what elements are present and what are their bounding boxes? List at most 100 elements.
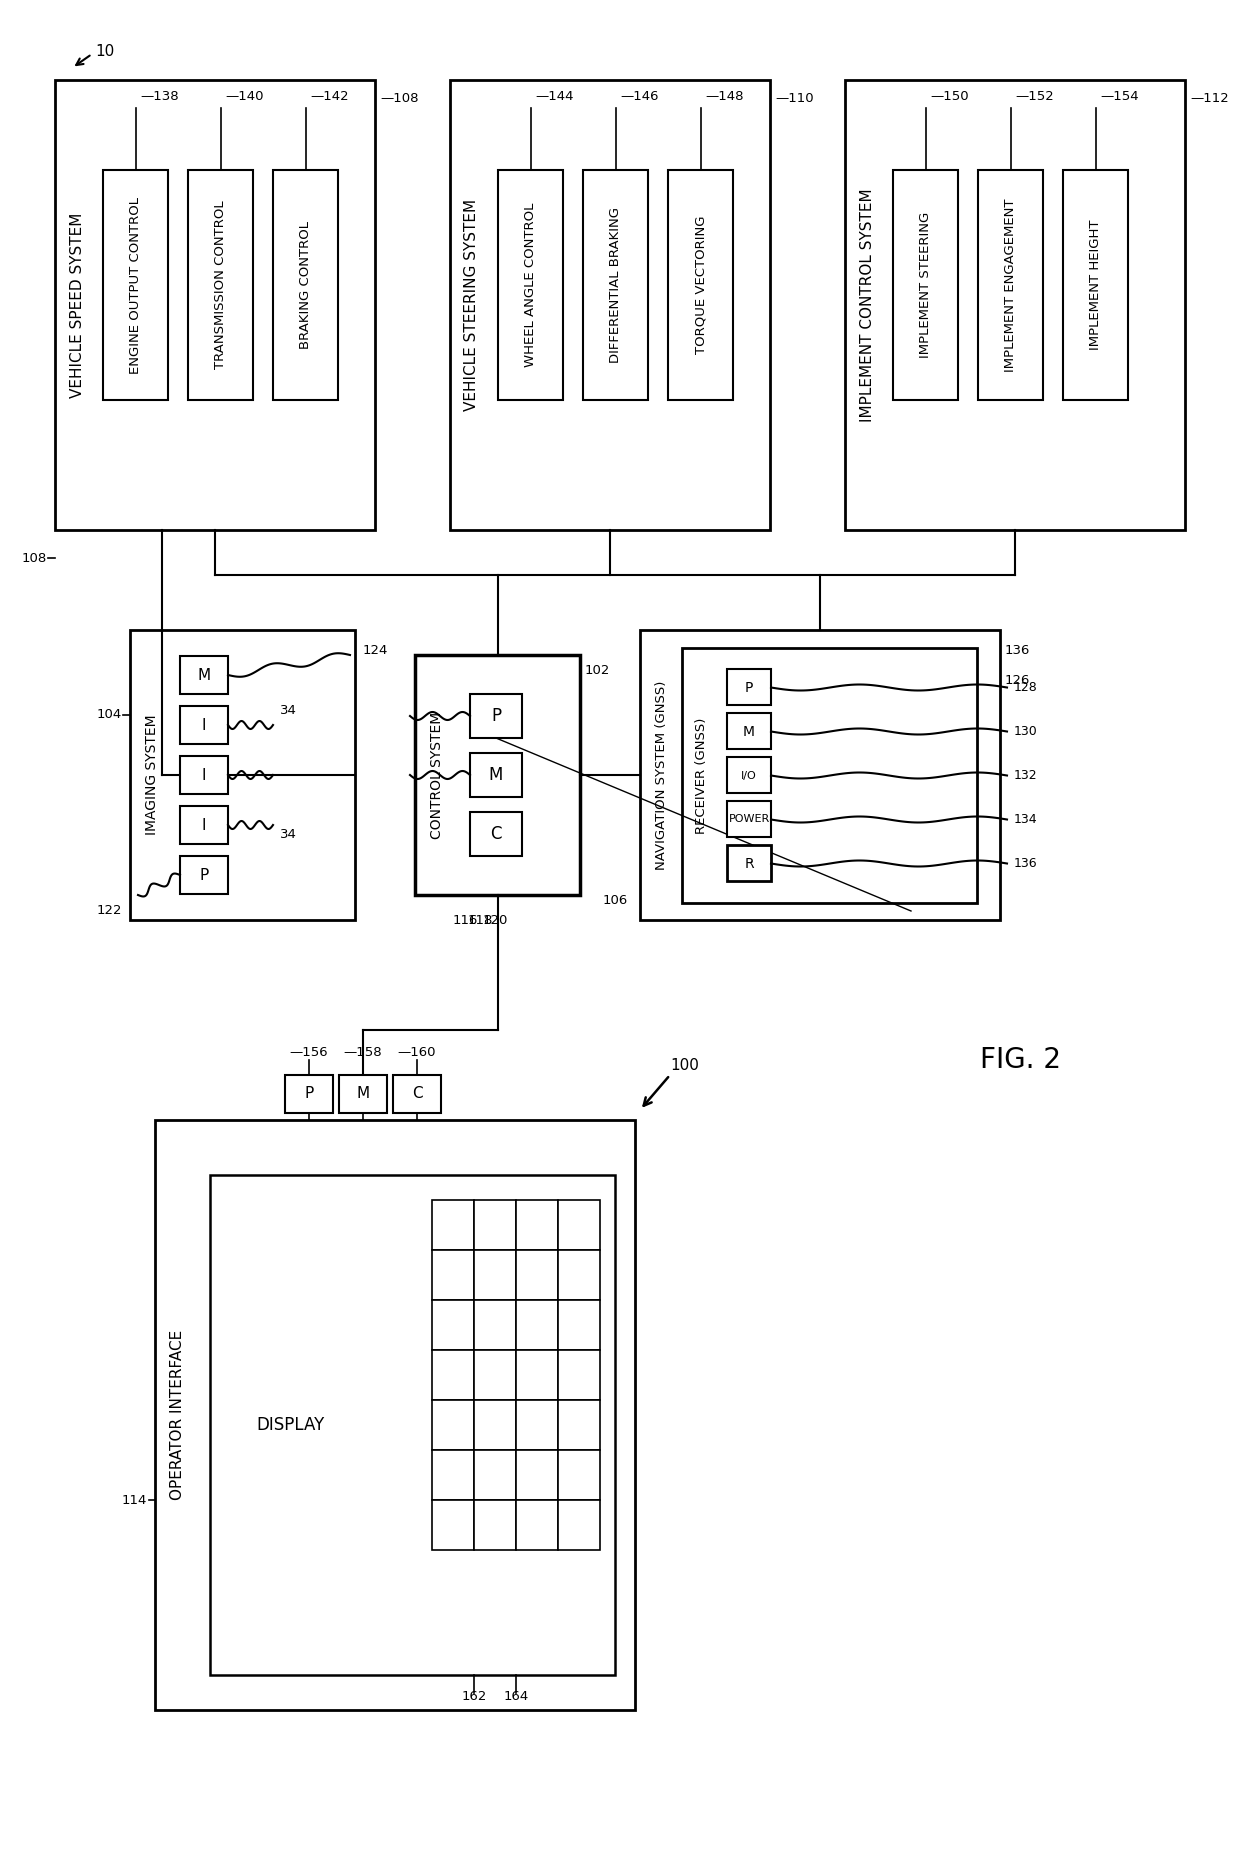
Bar (55, 81, 374, 531)
Text: TORQUE VECTORING: TORQUE VECTORING (694, 216, 707, 355)
Text: 120: 120 (482, 914, 507, 927)
Text: —148: —148 (706, 90, 744, 103)
Text: NAVIGATION SYSTEM (GNSS): NAVIGATION SYSTEM (GNSS) (656, 681, 668, 870)
Text: —108: —108 (379, 92, 419, 105)
Bar (273, 171, 339, 400)
Bar (432, 1201, 474, 1249)
Text: IMPLEMENT ENGAGEMENT: IMPLEMENT ENGAGEMENT (1004, 199, 1017, 371)
Bar (339, 1075, 387, 1112)
Bar (474, 1351, 516, 1399)
Text: P: P (304, 1086, 314, 1101)
Bar (516, 1300, 558, 1351)
Text: 136: 136 (1004, 643, 1030, 657)
Bar (558, 1351, 600, 1399)
Text: 164: 164 (503, 1690, 528, 1703)
Text: 34: 34 (280, 829, 296, 842)
Text: 10: 10 (95, 45, 114, 60)
Text: 34: 34 (280, 705, 296, 717)
Bar (516, 1201, 558, 1249)
Bar (558, 1249, 600, 1300)
Bar (432, 1300, 474, 1351)
Bar (210, 1174, 615, 1675)
Bar (432, 1249, 474, 1300)
Bar (470, 812, 522, 855)
Bar (668, 171, 733, 400)
Bar (180, 807, 228, 844)
Bar (727, 846, 771, 882)
Text: 102: 102 (585, 664, 610, 677)
Bar (470, 694, 522, 737)
Bar (474, 1249, 516, 1300)
Text: DIFFERENTIAL BRAKING: DIFFERENTIAL BRAKING (609, 206, 622, 362)
Bar (155, 1120, 635, 1711)
Text: POWER: POWER (728, 814, 770, 824)
Text: OPERATOR INTERFACE: OPERATOR INTERFACE (170, 1330, 185, 1501)
Bar (432, 1399, 474, 1450)
Text: P: P (200, 867, 208, 882)
Text: I/O: I/O (742, 771, 756, 780)
Text: 106: 106 (603, 893, 627, 906)
Text: M: M (489, 765, 503, 784)
Bar (978, 171, 1043, 400)
Text: ENGINE OUTPUT CONTROL: ENGINE OUTPUT CONTROL (129, 197, 143, 373)
Text: 162: 162 (461, 1690, 486, 1703)
Bar (583, 171, 649, 400)
Text: —150: —150 (930, 90, 970, 103)
Text: M: M (743, 724, 755, 739)
Bar (432, 1351, 474, 1399)
Text: —138: —138 (140, 90, 179, 103)
Text: VEHICLE SPEED SYSTEM: VEHICLE SPEED SYSTEM (69, 212, 84, 398)
Bar (727, 801, 771, 837)
Text: RECEIVER (GNSS): RECEIVER (GNSS) (696, 717, 708, 833)
Bar (727, 758, 771, 794)
Text: —142: —142 (310, 90, 350, 103)
Bar (727, 713, 771, 750)
Text: —112: —112 (1190, 92, 1229, 105)
Bar (558, 1201, 600, 1249)
Bar (844, 81, 1185, 531)
Text: —160: —160 (398, 1047, 436, 1060)
Text: IMPLEMENT CONTROL SYSTEM: IMPLEMENT CONTROL SYSTEM (859, 188, 874, 422)
Text: 130: 130 (1014, 724, 1038, 737)
Bar (188, 171, 253, 400)
Bar (516, 1450, 558, 1501)
Text: TRANSMISSION CONTROL: TRANSMISSION CONTROL (215, 201, 227, 370)
Text: C: C (412, 1086, 423, 1101)
Text: —156: —156 (290, 1047, 329, 1060)
Bar (498, 171, 563, 400)
Text: 114: 114 (122, 1493, 148, 1506)
Bar (103, 171, 167, 400)
Bar (450, 81, 770, 531)
Bar (516, 1501, 558, 1550)
Bar (432, 1450, 474, 1501)
Text: P: P (491, 707, 501, 724)
Bar (474, 1501, 516, 1550)
Bar (516, 1249, 558, 1300)
Text: I: I (202, 767, 206, 782)
Text: 136: 136 (1014, 857, 1038, 870)
Bar (180, 705, 228, 745)
Bar (130, 630, 355, 919)
Bar (474, 1450, 516, 1501)
Bar (516, 1399, 558, 1450)
Text: —152: —152 (1016, 90, 1054, 103)
Text: 108: 108 (22, 552, 47, 565)
Text: —140: —140 (226, 90, 264, 103)
Text: I: I (202, 818, 206, 833)
Text: WHEEL ANGLE CONTROL: WHEEL ANGLE CONTROL (525, 203, 537, 368)
Text: 124: 124 (363, 643, 388, 657)
Bar (727, 670, 771, 705)
Text: M: M (356, 1086, 370, 1101)
Text: IMPLEMENT STEERING: IMPLEMENT STEERING (919, 212, 932, 358)
Text: 132: 132 (1014, 769, 1038, 782)
Text: BRAKING CONTROL: BRAKING CONTROL (299, 221, 312, 349)
Bar (558, 1300, 600, 1351)
Text: 122: 122 (97, 904, 122, 917)
Bar (393, 1075, 441, 1112)
Text: FIG. 2: FIG. 2 (980, 1047, 1061, 1073)
Bar (474, 1399, 516, 1450)
Bar (893, 171, 959, 400)
Text: —144: —144 (536, 90, 574, 103)
Text: —146: —146 (620, 90, 658, 103)
Text: P: P (745, 681, 753, 694)
